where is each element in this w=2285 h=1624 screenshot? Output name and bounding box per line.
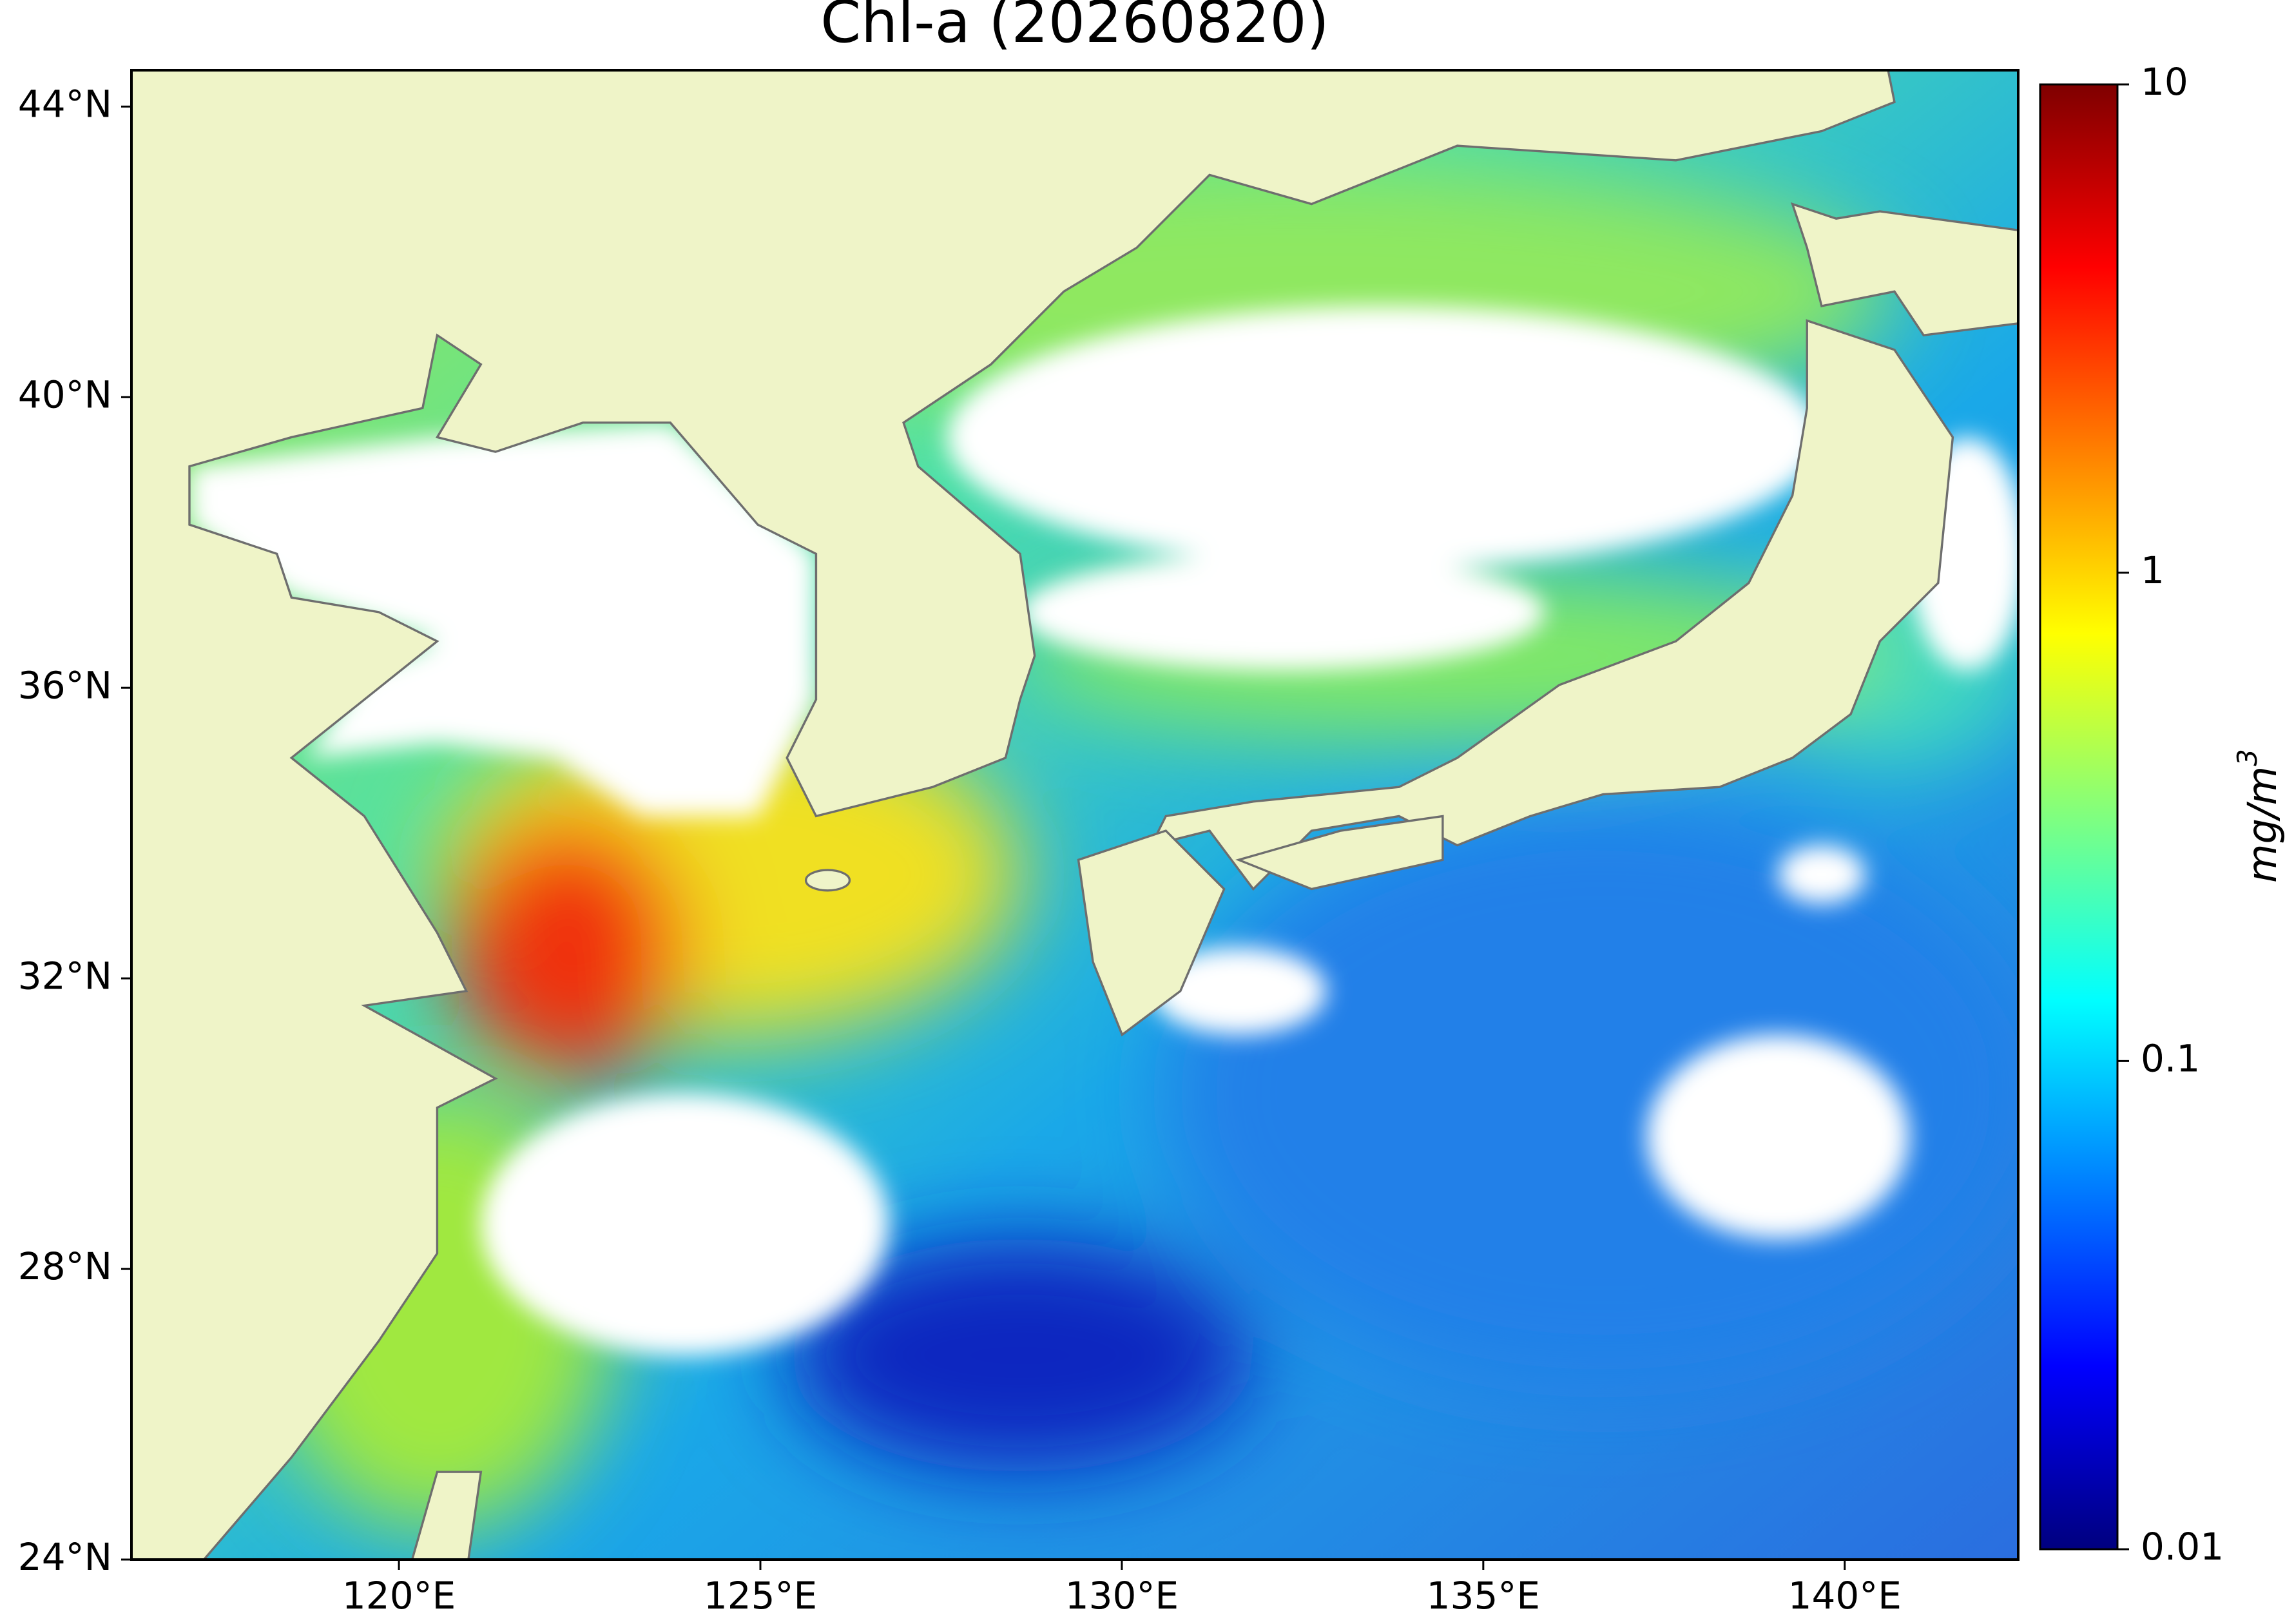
colorbar-label-sup: 3 <box>2232 749 2263 766</box>
chlorophyll-field <box>131 70 2018 1560</box>
y-tick-label: 28°N <box>18 1244 112 1288</box>
map-title: Chl-a (20260820) <box>820 0 1329 56</box>
y-tick-label: 36°N <box>18 663 112 707</box>
land <box>131 70 2018 1560</box>
x-tick-label: 120°E <box>342 1574 456 1618</box>
y-tick-label: 44°N <box>18 82 112 126</box>
cloud-gaps <box>189 305 2018 1356</box>
y-tick-label: 40°N <box>18 372 112 416</box>
colorbar-tick-label: 0.01 <box>2141 1525 2224 1569</box>
map-area <box>131 70 2018 1560</box>
colorbar-label: mg/m3 <box>2232 749 2285 883</box>
x-tick-label: 125°E <box>704 1574 817 1618</box>
y-tick-label: 32°N <box>18 954 112 998</box>
colorbar-tick-label: 0.1 <box>2141 1036 2200 1080</box>
map-frame <box>130 69 2020 1561</box>
colorbar-tick-label: 10 <box>2141 60 2188 104</box>
x-tick-label: 135°E <box>1427 1574 1540 1618</box>
colorbar <box>2039 83 2119 1551</box>
colorbar-label-base: mg/m <box>2239 766 2285 883</box>
x-tick-label: 140°E <box>1788 1574 1902 1618</box>
colorbar-tick-label: 1 <box>2141 548 2164 592</box>
x-tick-label: 130°E <box>1065 1574 1179 1618</box>
y-tick-label: 24°N <box>18 1535 112 1579</box>
